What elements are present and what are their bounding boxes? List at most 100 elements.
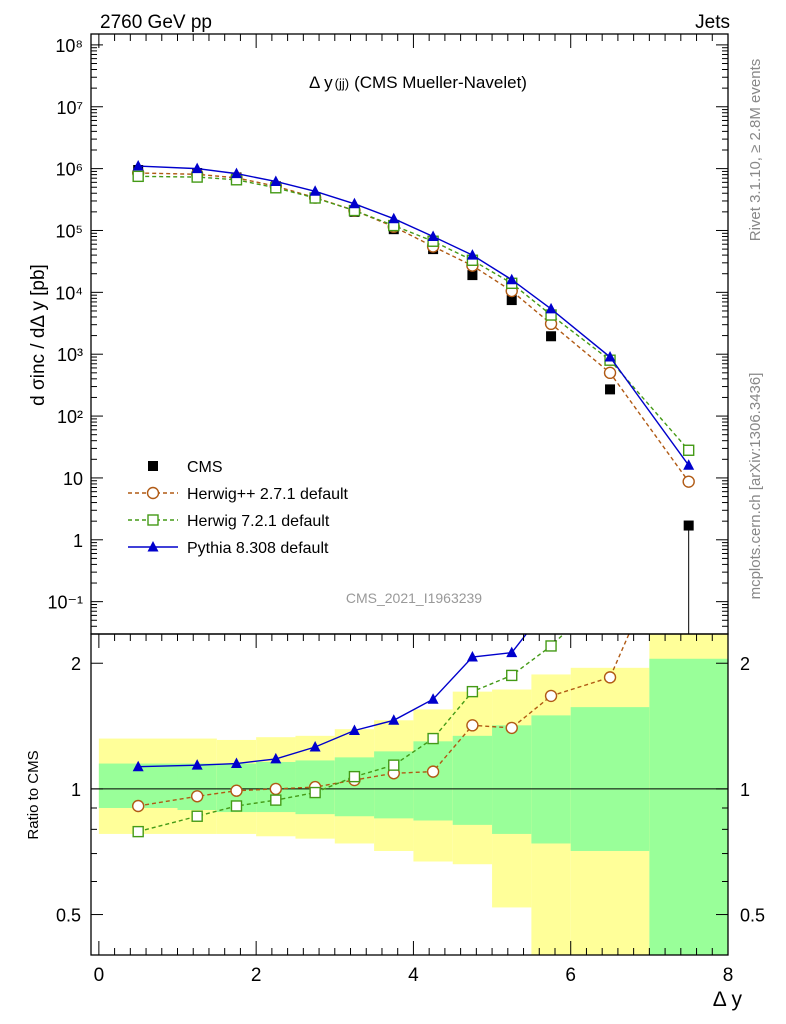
y-tick-label: 10⁵: [56, 221, 83, 241]
legend-marker: [147, 541, 159, 552]
x-ticks: 0 2 4 6 8: [94, 34, 734, 986]
mcplots-source-label: mcplots.cern.ch [arXiv:1306.3436]: [747, 373, 764, 600]
data-point: [682, 444, 695, 456]
header-process-label: Jets: [695, 12, 730, 33]
ratio-point: [427, 732, 439, 745]
ratio-axis-label: Ratio to CMS: [25, 750, 42, 839]
header-energy-label: 2760 GeV pp: [100, 12, 212, 33]
main-frame: [90, 33, 729, 635]
data-point: [309, 185, 321, 196]
ratio-tick-label-right: 1: [740, 780, 750, 800]
ratio-point: [466, 719, 479, 732]
x-tick-label: 2: [251, 965, 262, 986]
data-point: [191, 162, 203, 174]
ratio-series-group: [131, 634, 630, 838]
ratio-point: [191, 810, 203, 822]
ratio-point: [603, 671, 617, 684]
ratio-tick-label: 1: [71, 780, 81, 800]
ratio-point: [132, 825, 144, 838]
ratio-tick-label-right: 2: [740, 654, 750, 674]
series-line-3: [138, 165, 690, 466]
data-point: [682, 475, 695, 488]
legend-label: Herwig 7.2.1 default: [187, 513, 330, 530]
ratio-tick-label: 2: [71, 654, 81, 674]
y-tick-label: 10²: [57, 407, 83, 427]
ratio-point: [131, 799, 145, 813]
data-point: [388, 212, 400, 224]
title-main: Δ y: [309, 73, 333, 92]
ratio-tick-label-right: 0.5: [740, 906, 765, 926]
ratio-panel: 0 2 4 6 8 0.5 0.5 1 1 2 2: [56, 34, 765, 986]
x-tick-label: 0: [94, 965, 105, 986]
analysis-watermark: CMS_2021_I1963239: [346, 590, 482, 606]
ratio-point: [505, 721, 518, 735]
data-point: [467, 270, 478, 281]
ratio-point: [309, 786, 321, 799]
ratio-tick-label: 0.5: [56, 906, 81, 926]
ratio-point: [545, 640, 557, 652]
legend-label: CMS: [187, 459, 223, 476]
ratio-point: [132, 760, 144, 772]
data-point: [348, 197, 360, 209]
ratio-point: [309, 740, 321, 752]
main-panel: 10⁻¹ 1 10 10² 10³ 10⁴ 10⁵ 10⁶ 10⁷ 10⁸: [47, 33, 729, 635]
data-point: [545, 302, 557, 314]
y-axis-label: d σinc / dΔ y [pb]: [28, 264, 49, 406]
data-point: [191, 171, 203, 183]
data-point: [270, 175, 282, 186]
data-point: [427, 230, 439, 241]
ratio-point: [506, 669, 518, 682]
data-point: [132, 160, 144, 171]
series-line-1: [138, 172, 690, 483]
x-tick-label: 4: [408, 965, 419, 986]
x-tick-label: 8: [723, 965, 734, 986]
ratio-point: [230, 757, 242, 769]
y-tick-label: 10⁴: [55, 283, 83, 303]
legend-marker: [146, 486, 160, 500]
ratio-point: [426, 765, 440, 778]
ratio-point: [466, 650, 478, 662]
y-tick-label: 10: [63, 469, 83, 489]
legend-label: Herwig++ 2.7.1 default: [187, 486, 349, 503]
ratio-point: [230, 800, 243, 812]
ratio-point: [191, 759, 203, 770]
inner-band-bin: [334, 757, 375, 817]
y-tick-label: 10⁻¹: [47, 593, 83, 613]
legend-marker: [147, 514, 159, 526]
x-axis-label: Δ y: [713, 988, 743, 1011]
ratio-point: [270, 794, 282, 806]
main-ticks: 10⁻¹ 1 10 10² 10³ 10⁴ 10⁵ 10⁶ 10⁷ 10⁸: [47, 36, 728, 635]
data-point: [546, 331, 557, 342]
inner-band-bin: [531, 715, 571, 844]
inner-band-bin: [452, 735, 493, 825]
y-tick-label: 1: [73, 531, 83, 551]
data-point: [603, 366, 617, 380]
ratio-point: [230, 784, 243, 797]
data-point: [506, 295, 517, 306]
ratio-point: [466, 685, 479, 698]
inner-band-bin: [177, 763, 217, 811]
legend-label: Pythia 8.308 default: [187, 540, 329, 557]
ratio-point: [427, 693, 439, 704]
x-tick-label: 6: [565, 965, 576, 986]
data-point: [506, 273, 518, 285]
chart-title: Δ y (jj) (CMS Mueller-Navelet): [309, 73, 527, 92]
ratio-point: [190, 790, 204, 803]
y-tick-label: 10⁷: [56, 98, 83, 118]
inner-band-bin: [492, 725, 532, 834]
ratio-point: [348, 770, 361, 783]
ratio-point: [388, 759, 400, 771]
data-point: [605, 384, 616, 395]
y-tick-label: 10³: [57, 345, 83, 365]
ratio-point: [270, 752, 282, 764]
legend: CMS Herwig++ 2.7.1 default Herwig 7.2.1 de…: [128, 459, 349, 557]
ratio-point: [506, 646, 518, 658]
y-tick-label: 10⁶: [56, 160, 83, 180]
ratio-point: [348, 724, 360, 736]
data-point: [230, 167, 242, 179]
inner-band-bin: [413, 741, 453, 821]
ratio-point: [388, 714, 400, 725]
y-tick-label: 10⁸: [55, 36, 83, 56]
inner-band-bin: [570, 707, 650, 851]
